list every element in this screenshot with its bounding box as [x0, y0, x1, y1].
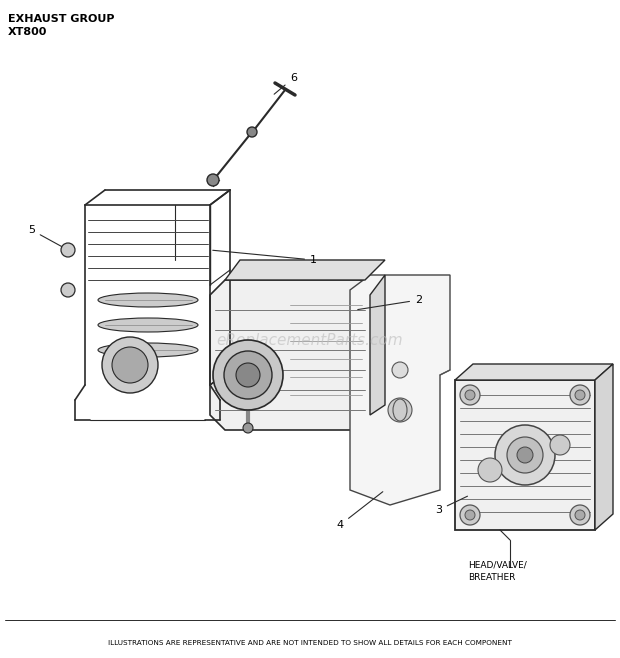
Circle shape	[575, 510, 585, 520]
Circle shape	[550, 435, 570, 455]
Circle shape	[570, 385, 590, 405]
Circle shape	[388, 398, 412, 422]
Text: 3: 3	[435, 496, 467, 515]
Circle shape	[460, 385, 480, 405]
Text: 4: 4	[337, 492, 383, 530]
Circle shape	[102, 337, 158, 393]
Ellipse shape	[98, 318, 198, 332]
Polygon shape	[455, 380, 595, 530]
Circle shape	[570, 505, 590, 525]
Circle shape	[517, 447, 533, 463]
Circle shape	[61, 243, 75, 257]
Circle shape	[61, 283, 75, 297]
Circle shape	[207, 174, 219, 186]
Text: EXHAUST GROUP: EXHAUST GROUP	[8, 14, 115, 24]
Polygon shape	[595, 364, 613, 530]
Circle shape	[460, 505, 480, 525]
Text: eReplacementParts.com: eReplacementParts.com	[216, 332, 404, 347]
Circle shape	[478, 458, 502, 482]
Circle shape	[224, 351, 272, 399]
Text: HEAD/VALVE/: HEAD/VALVE/	[468, 561, 527, 570]
Text: XT800: XT800	[8, 27, 47, 37]
Circle shape	[236, 363, 260, 387]
Circle shape	[392, 362, 408, 378]
Circle shape	[465, 390, 475, 400]
Circle shape	[507, 437, 543, 473]
Ellipse shape	[393, 399, 407, 421]
Polygon shape	[370, 275, 385, 415]
Polygon shape	[225, 260, 385, 280]
Text: 2: 2	[358, 295, 422, 309]
Polygon shape	[210, 280, 370, 430]
Ellipse shape	[98, 343, 198, 357]
Circle shape	[575, 390, 585, 400]
Text: ILLUSTRATIONS ARE REPRESENTATIVE AND ARE NOT INTENDED TO SHOW ALL DETAILS FOR EA: ILLUSTRATIONS ARE REPRESENTATIVE AND ARE…	[108, 640, 512, 646]
Polygon shape	[455, 364, 613, 380]
Text: 1: 1	[213, 250, 317, 265]
Circle shape	[213, 340, 283, 410]
Text: 6: 6	[274, 73, 297, 94]
Text: BREATHER: BREATHER	[468, 573, 515, 582]
Polygon shape	[350, 275, 450, 505]
Circle shape	[465, 510, 475, 520]
Circle shape	[243, 423, 253, 433]
Text: 5: 5	[28, 225, 66, 249]
Circle shape	[495, 425, 555, 485]
Circle shape	[247, 127, 257, 137]
Circle shape	[112, 347, 148, 383]
Ellipse shape	[98, 293, 198, 307]
